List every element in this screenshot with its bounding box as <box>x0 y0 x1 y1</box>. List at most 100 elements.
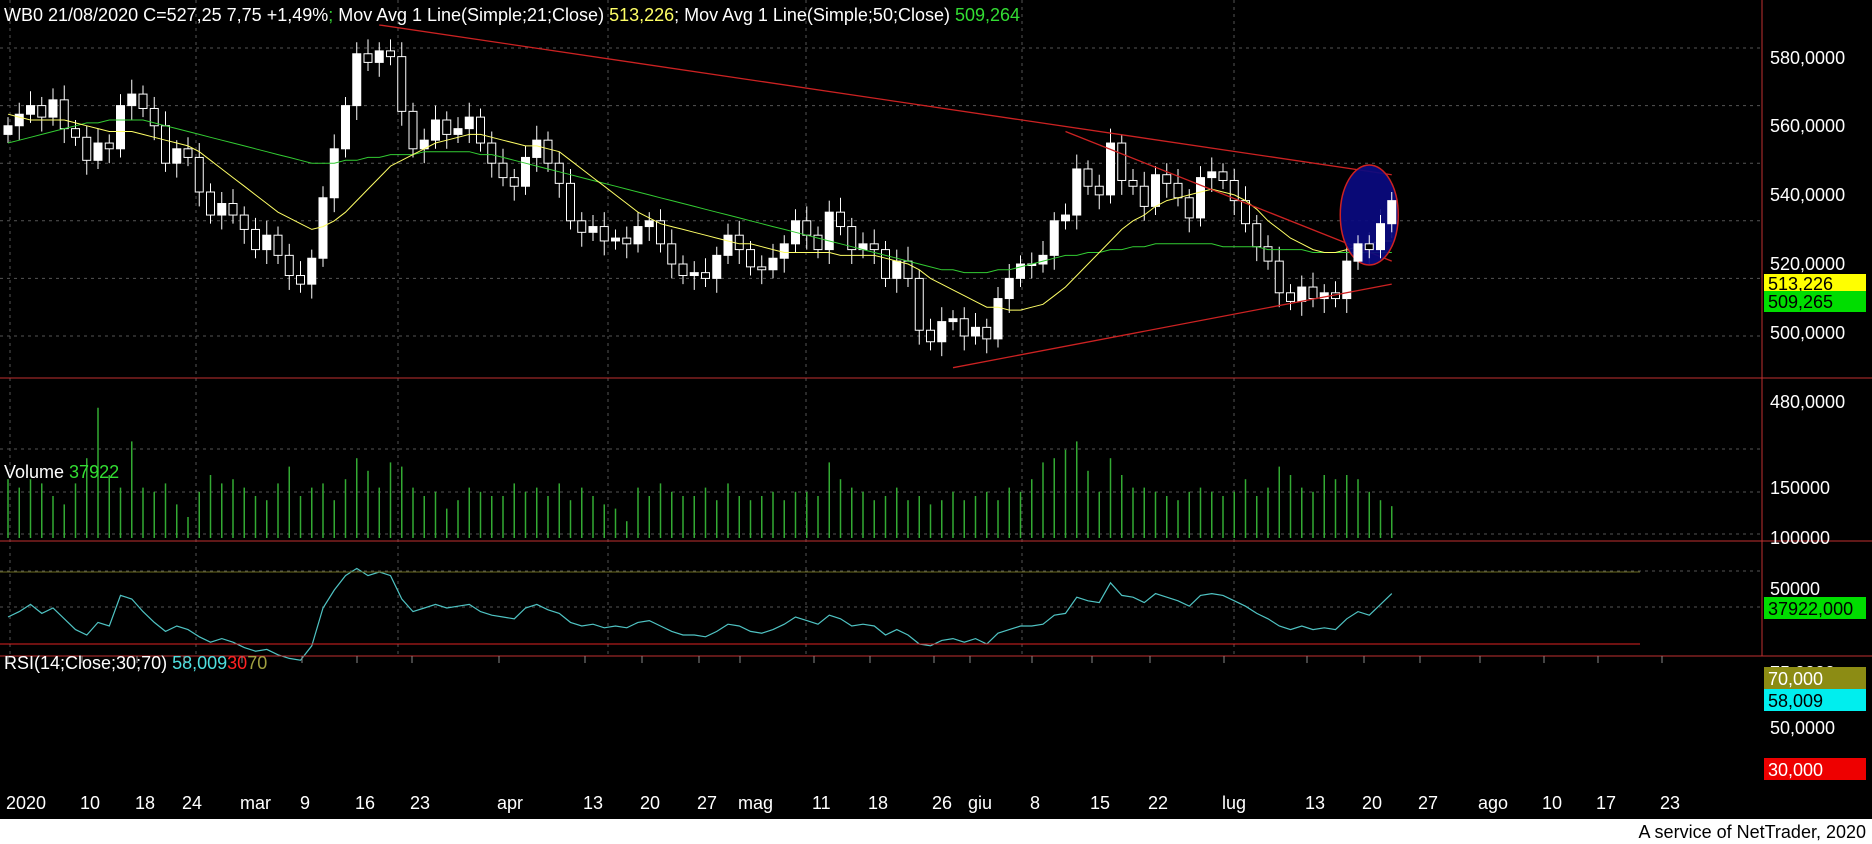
candle-body <box>1083 168 1093 187</box>
price-tick-label: 540,0000 <box>1770 185 1845 205</box>
candle-body <box>757 266 767 271</box>
candle-body <box>1004 277 1014 300</box>
rsi-value: 58,009 <box>172 653 227 673</box>
candle-body <box>847 226 857 251</box>
date-tick-label: 10 <box>80 793 100 813</box>
candle-body <box>1094 185 1104 196</box>
candle-body <box>206 191 215 216</box>
date-tick-label: 18 <box>868 793 888 813</box>
candle-body <box>161 125 170 164</box>
symbol-info: WB0 21/08/2020 C=527,25 7,75 +1,49% <box>4 5 328 25</box>
rsi-upper-badge <box>1764 667 1866 689</box>
candle-body <box>813 234 823 251</box>
candle-body <box>104 142 114 150</box>
candle-body <box>284 254 294 277</box>
candle-body <box>723 234 733 256</box>
candle-body <box>577 220 587 233</box>
candle-body <box>971 326 980 337</box>
candle-body <box>194 156 204 193</box>
rsi-label: RSI(14;Close;30;70) <box>4 653 172 673</box>
price-axis-labels: 580,0000 560,0000 540,0000 520,0000 500,… <box>1770 48 1845 412</box>
candle-body <box>1342 260 1352 300</box>
date-tick-label: giu <box>968 793 992 813</box>
ma21-badge-text: 513,226 <box>1768 274 1833 294</box>
candle-body <box>59 99 69 130</box>
date-tick-label: 23 <box>410 793 430 813</box>
rsi-lower-badge <box>1764 758 1866 780</box>
trendlines <box>379 24 1392 369</box>
date-tick-label: ago <box>1478 793 1508 813</box>
candle-body <box>1207 171 1217 179</box>
ma50-line <box>7 119 1392 274</box>
candle-body <box>1162 174 1172 184</box>
candle-body <box>937 321 947 343</box>
candle-body <box>374 50 384 63</box>
date-tick-label: lug <box>1222 793 1246 813</box>
candle-body <box>554 162 564 184</box>
candle-body <box>959 318 969 337</box>
candle-body <box>307 257 317 285</box>
candle-body <box>1263 246 1273 262</box>
header-separator: ; <box>328 5 333 25</box>
date-tick-label: 20 <box>1362 793 1382 813</box>
candle-body <box>352 53 362 107</box>
candlesticks <box>3 39 1397 357</box>
candle-body <box>498 162 508 179</box>
candle-body <box>712 254 722 279</box>
candle-body <box>1376 223 1385 251</box>
rsi-header: RSI(14;Close;30;70) 58,0093070 <box>4 653 267 673</box>
candle-body <box>656 220 665 245</box>
candle-body <box>1252 223 1262 248</box>
candle-body <box>588 226 598 233</box>
candle-body <box>1308 286 1318 300</box>
candle-body <box>622 237 632 245</box>
date-tick-label: 23 <box>1660 793 1680 813</box>
candle-body <box>701 272 710 279</box>
candle-body <box>881 249 890 279</box>
candle-body <box>172 148 182 164</box>
candle-body <box>397 56 407 112</box>
candle-body <box>1061 214 1070 222</box>
candle-body <box>262 234 272 251</box>
candle-body <box>453 128 463 135</box>
candle-body <box>183 148 193 158</box>
candle-body <box>239 214 249 230</box>
volume-badge <box>1764 597 1866 619</box>
candle-body <box>521 156 530 187</box>
date-tick-label: 18 <box>135 793 155 813</box>
candle-body <box>1016 263 1025 279</box>
candle-body <box>779 243 789 259</box>
date-tick-label: 17 <box>1596 793 1616 813</box>
trendline <box>1065 130 1392 262</box>
grid-layer <box>0 0 1762 656</box>
date-tick-label: 2020 <box>6 793 46 813</box>
candle-body <box>982 326 992 340</box>
candle-body <box>487 142 497 164</box>
ma21-value: 513,226 <box>609 5 674 25</box>
candle-body <box>408 110 418 150</box>
date-tick-label: mag <box>738 793 773 813</box>
date-tick-label: 9 <box>300 793 310 813</box>
volume-bars <box>7 407 1393 538</box>
rsi-value-badge <box>1764 689 1866 711</box>
candle-body <box>926 329 935 343</box>
candle-body <box>1229 179 1239 202</box>
candle-body <box>37 105 47 118</box>
candle-body <box>678 263 688 277</box>
candle-body <box>543 139 553 164</box>
candle-body <box>566 182 575 222</box>
candle-body <box>836 211 845 228</box>
candle-body <box>1286 292 1295 302</box>
candle-body <box>914 277 924 331</box>
candle-body <box>509 177 519 187</box>
rsi-upper-level: 70 <box>247 653 267 673</box>
candle-body <box>599 226 609 242</box>
date-tick-label: 27 <box>697 793 717 813</box>
candle-body <box>1297 286 1307 302</box>
candle-body <box>633 226 643 245</box>
date-tick-label: 13 <box>583 793 603 813</box>
candle-body <box>318 197 328 259</box>
candle-body <box>611 237 620 242</box>
candle-body <box>217 203 227 216</box>
